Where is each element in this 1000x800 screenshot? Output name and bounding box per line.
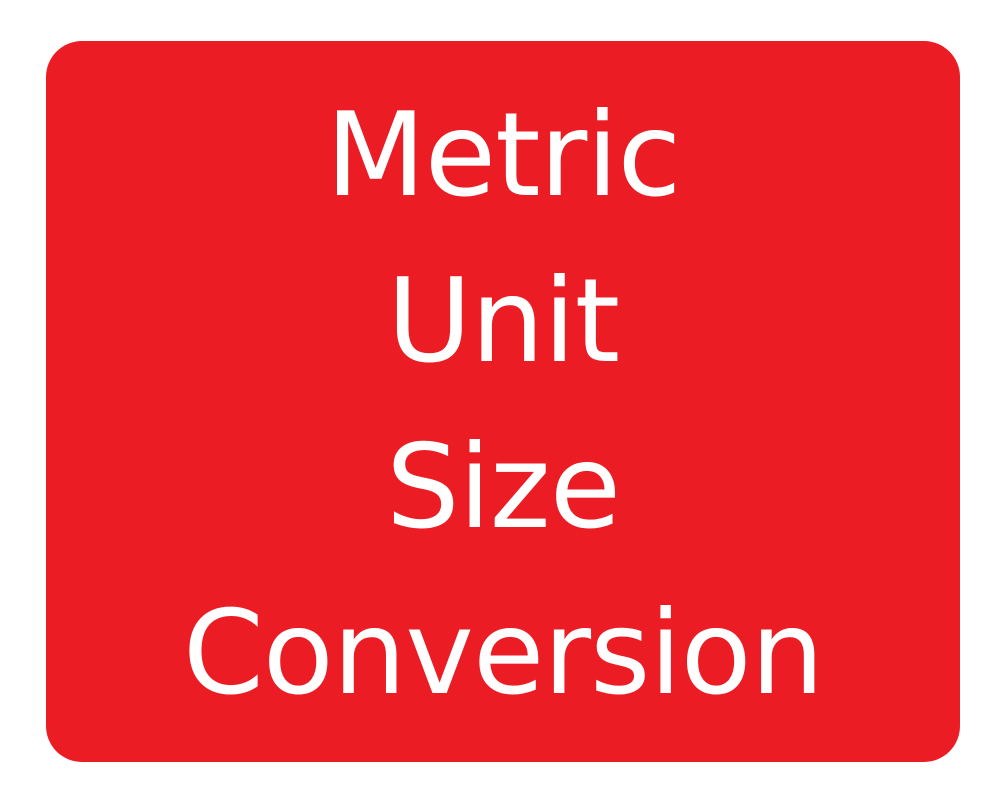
title-tile: Metric Unit Size Conversion xyxy=(46,41,960,762)
title-line-unit: Unit xyxy=(386,253,620,389)
title-line-size: Size xyxy=(385,419,621,555)
title-line-conversion: Conversion xyxy=(182,585,824,721)
title-line-metric: Metric xyxy=(325,87,682,223)
